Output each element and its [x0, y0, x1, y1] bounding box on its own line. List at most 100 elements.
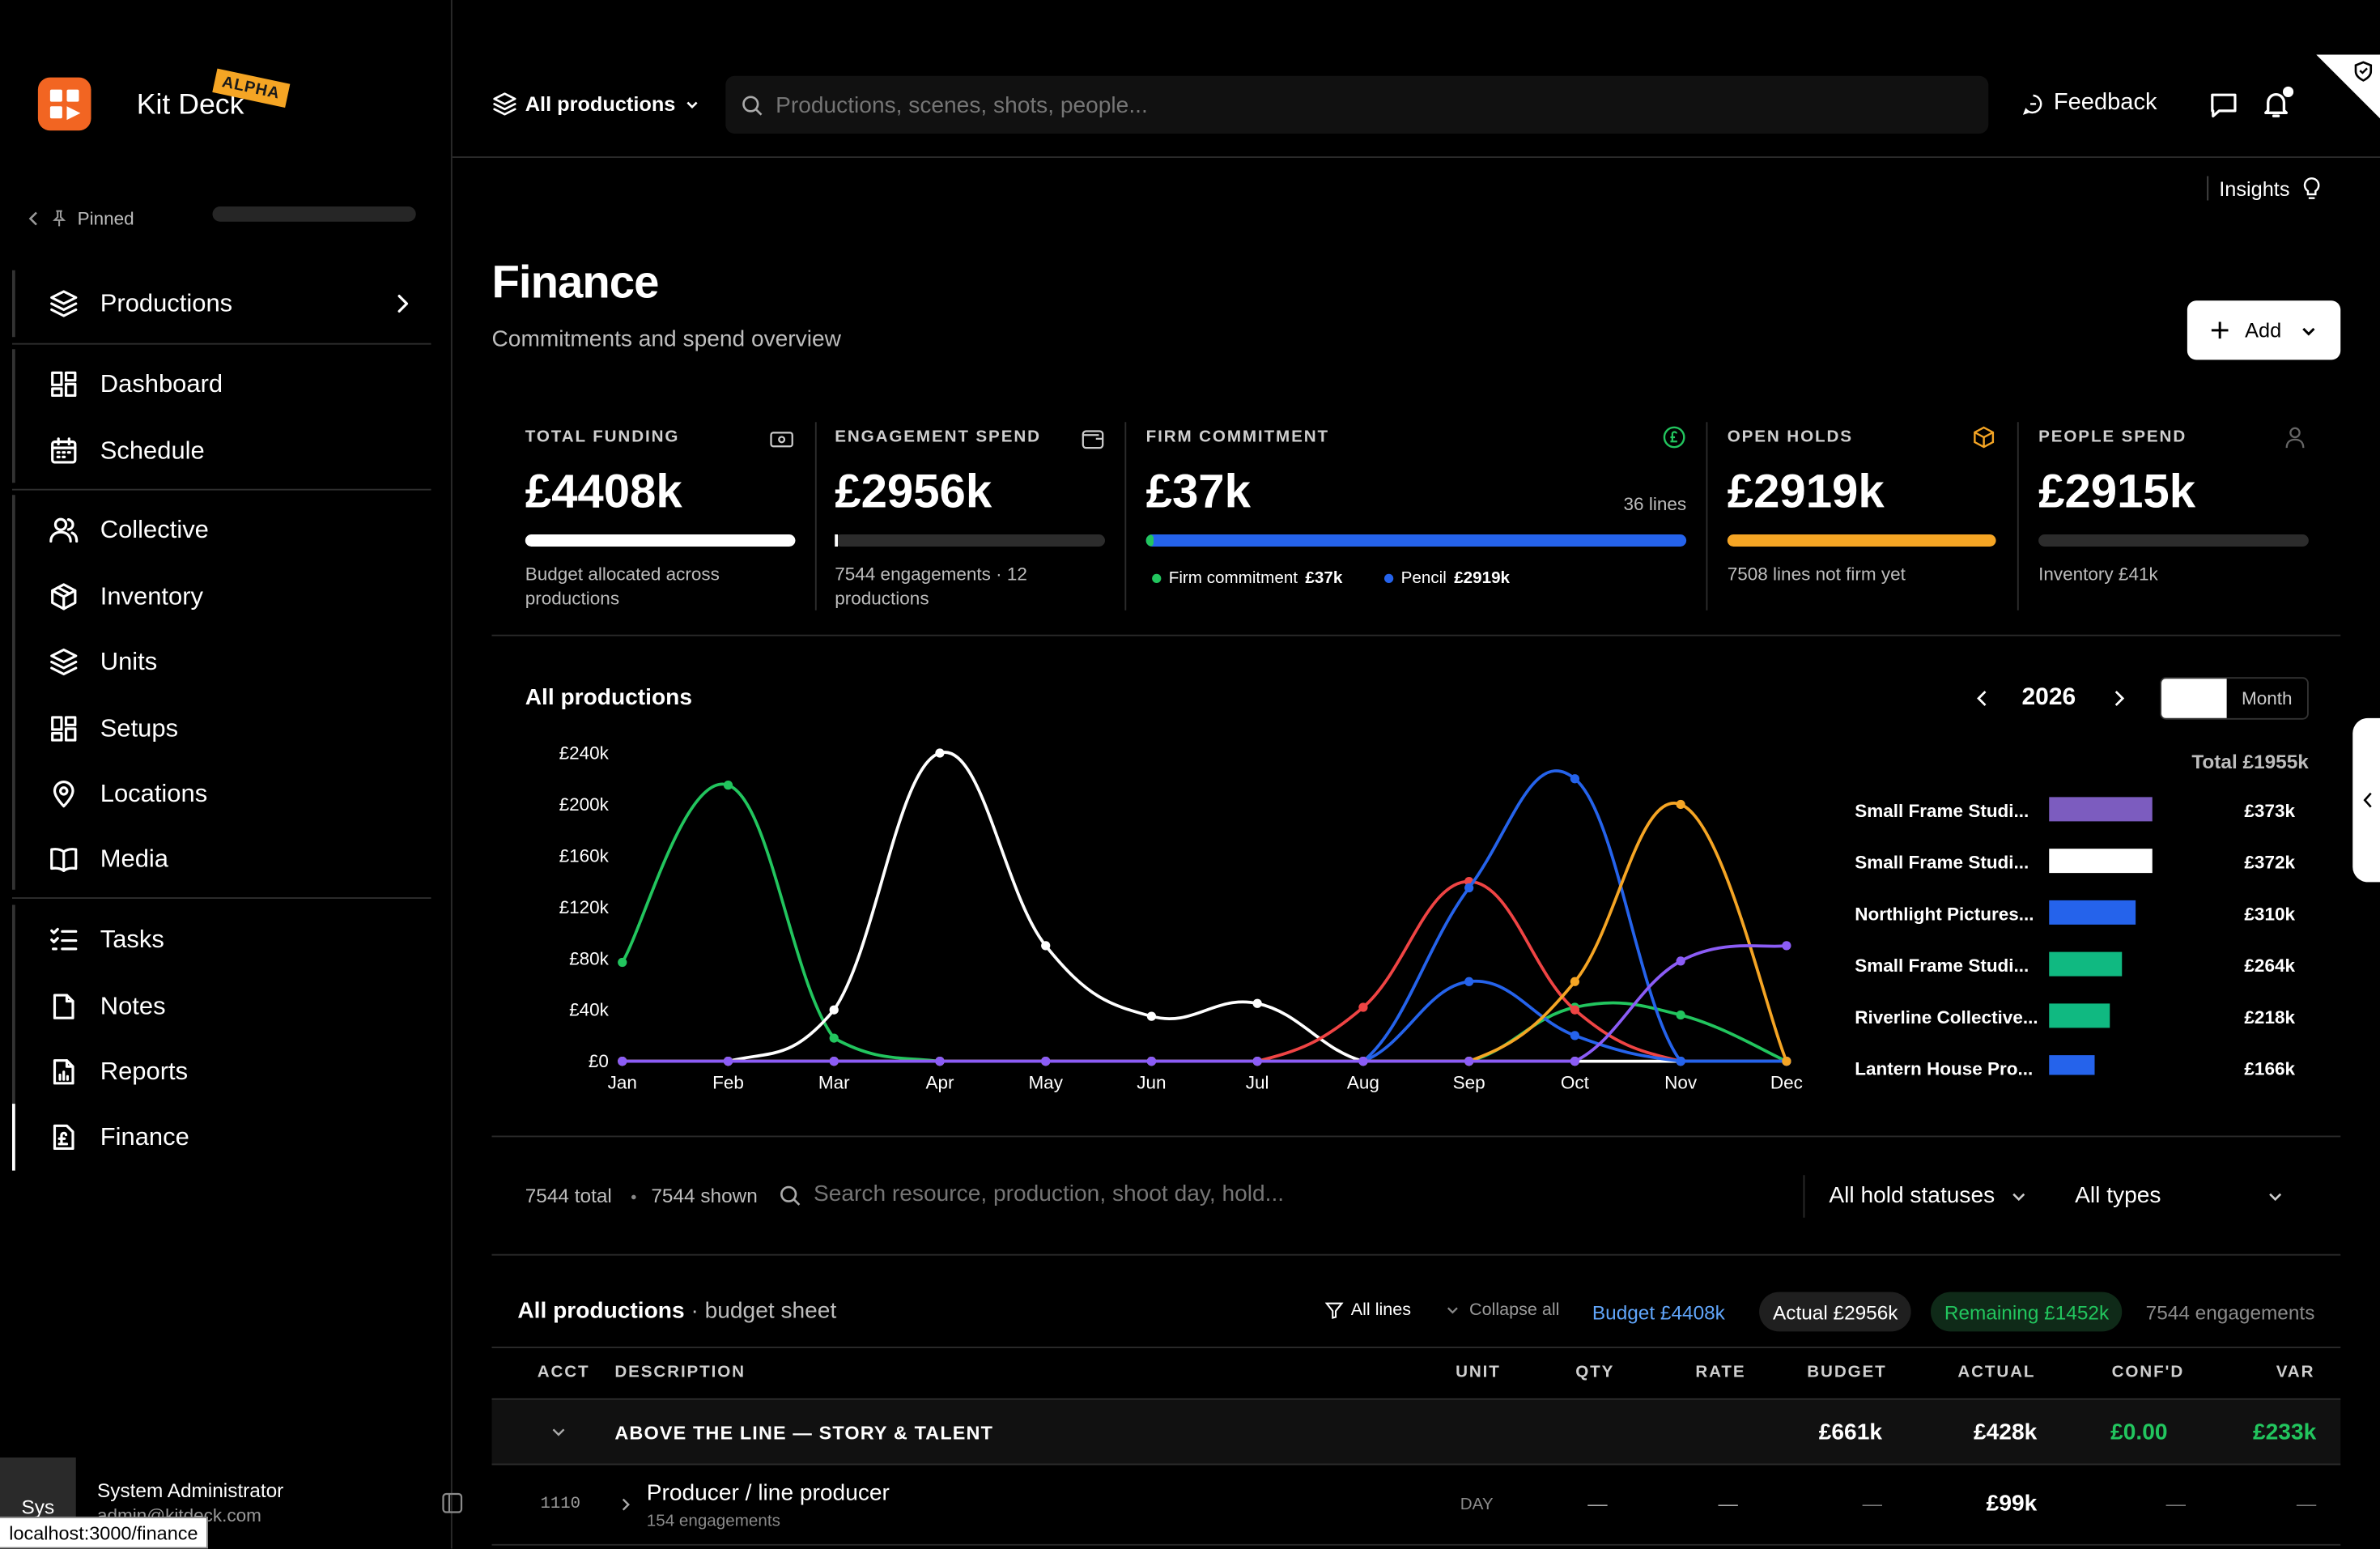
collapse-all-button[interactable]: Collapse all [1445, 1301, 1559, 1319]
next-year-icon[interactable] [2108, 687, 2129, 709]
series-point[interactable] [723, 1057, 733, 1066]
legend-row[interactable]: Riverline Collective... £218k [1855, 1002, 2295, 1033]
pinned-toggle[interactable]: Pinned [26, 208, 134, 229]
series-point[interactable] [1358, 1057, 1368, 1066]
sidebar-item-setups[interactable]: Setups [28, 701, 431, 756]
sidebar-item-label: Schedule [100, 436, 205, 464]
series-point[interactable] [1676, 1010, 1685, 1020]
col-actual[interactable]: ACTUAL [1957, 1363, 2036, 1382]
sidebar-item-media[interactable]: Media [28, 832, 431, 887]
x-tick-label: Mar [818, 1072, 850, 1092]
series-point[interactable] [935, 1057, 945, 1066]
series-point[interactable] [935, 748, 945, 758]
series-point[interactable] [1782, 1057, 1791, 1066]
table-search-input[interactable] [814, 1181, 1785, 1207]
sidebar-item-finance[interactable]: Finance [28, 1110, 431, 1165]
sidebar-item-schedule[interactable]: Schedule [28, 423, 431, 479]
series-point[interactable] [1464, 1057, 1474, 1066]
legend-row[interactable]: Small Frame Studi... £373k [1855, 796, 2295, 827]
series-point[interactable] [1041, 941, 1051, 951]
sidebar-item-dashboard[interactable]: Dashboard [28, 357, 431, 412]
table-group-row[interactable]: ABOVE THE LINE — STORY & TALENT £661k £4… [491, 1398, 2341, 1466]
legend-firm-label: Firm commitment [1168, 569, 1298, 588]
series-point[interactable] [829, 1005, 839, 1015]
series-point[interactable] [829, 1057, 839, 1066]
series-point[interactable] [1570, 977, 1580, 986]
col-var[interactable]: VAR [2276, 1363, 2315, 1382]
insights-button[interactable]: Insights [2219, 177, 2322, 201]
hold-status-select[interactable]: All hold statuses [1829, 1183, 2028, 1209]
series-point[interactable] [618, 957, 627, 968]
feedback-button[interactable]: Feedback [2022, 90, 2157, 117]
y-tick-label: £200k [559, 794, 610, 815]
chevron-right-icon[interactable] [616, 1496, 635, 1514]
col-rate[interactable]: RATE [1695, 1363, 1746, 1382]
security-corner-icon[interactable] [2316, 54, 2380, 119]
chevron-down-icon [2302, 326, 2315, 335]
sidebar-item-notes[interactable]: Notes [28, 979, 431, 1034]
sidebar-item-reports[interactable]: Reports [28, 1045, 431, 1100]
series-point[interactable] [1676, 1057, 1685, 1066]
sidebar-item-units[interactable]: Units [28, 635, 431, 690]
series-point[interactable] [1676, 799, 1685, 810]
table-row[interactable]: 1110 Producer / line producer 154 engage… [491, 1466, 2341, 1546]
map-pin-icon [53, 781, 74, 808]
search-input[interactable] [776, 91, 1930, 118]
prev-year-icon[interactable] [1972, 687, 1993, 709]
legend-row[interactable]: Northlight Pictures... £310k [1855, 899, 2295, 930]
col-unit[interactable]: UNIT [1456, 1363, 1501, 1382]
global-search[interactable] [725, 75, 1989, 134]
sidebar-item-productions[interactable]: Productions [28, 276, 431, 331]
series-point[interactable] [1464, 977, 1474, 986]
series-point[interactable] [829, 1033, 839, 1043]
series-point[interactable] [1252, 1057, 1262, 1066]
col-acct[interactable]: ACCT [537, 1363, 590, 1382]
production-scope-select[interactable]: All productions [492, 91, 702, 117]
series-point[interactable] [1146, 1057, 1157, 1066]
series-point[interactable] [1252, 998, 1262, 1008]
kpi-label: PEOPLE SPEND [2038, 428, 2187, 447]
period-month-option[interactable]: Month [2242, 687, 2293, 709]
series-point[interactable] [1676, 956, 1685, 966]
sidebar-item-locations[interactable]: Locations [28, 767, 431, 822]
panel-collapse-tab[interactable] [2352, 717, 2380, 883]
col-description[interactable]: DESCRIPTION [614, 1363, 746, 1382]
app-logo[interactable] [37, 77, 91, 131]
col-budget[interactable]: BUDGET [1807, 1363, 1887, 1382]
sidebar-item-collective[interactable]: Collective [28, 503, 431, 558]
series-point[interactable] [723, 781, 733, 790]
legend-row[interactable]: Small Frame Studi... £264k [1855, 951, 2295, 981]
series-point[interactable] [1782, 941, 1791, 951]
col-confd[interactable]: CONF'D [2111, 1363, 2185, 1382]
legend-row[interactable]: Small Frame Studi... £372k [1855, 847, 2295, 878]
all-lines-filter[interactable]: All lines [1324, 1301, 1411, 1319]
row-qty: — [1587, 1492, 1608, 1516]
types-select[interactable]: All types [2075, 1183, 2288, 1209]
add-button[interactable]: Add [2187, 300, 2341, 360]
chevron-down-icon[interactable] [550, 1423, 568, 1441]
series-point[interactable] [1464, 883, 1474, 893]
chat-icon[interactable] [2208, 90, 2239, 121]
series-point[interactable] [1570, 1005, 1580, 1015]
series-point[interactable] [1358, 1002, 1368, 1012]
chevron-left-icon [28, 211, 37, 226]
series-point[interactable] [1570, 774, 1580, 784]
bell-icon[interactable] [2260, 88, 2292, 120]
legend-bar [2049, 849, 2153, 874]
legend-bar [2049, 1055, 2095, 1075]
series-point[interactable] [1146, 1011, 1157, 1021]
package-icon [1974, 426, 1995, 449]
col-qty[interactable]: QTY [1575, 1363, 1615, 1382]
actual-pill: Actual £2956k [1759, 1292, 1912, 1332]
box-icon [51, 583, 77, 611]
sidebar-item-inventory[interactable]: Inventory [28, 569, 431, 624]
series-point[interactable] [618, 1057, 627, 1066]
period-year-option[interactable] [2161, 679, 2227, 718]
legend-row[interactable]: Lantern House Pro... £166k [1855, 1053, 2295, 1075]
series-point[interactable] [1570, 1057, 1580, 1066]
series-point[interactable] [1041, 1057, 1051, 1066]
collapse-sidebar-icon[interactable] [442, 1492, 463, 1513]
sidebar-item-tasks[interactable]: Tasks [28, 913, 431, 968]
insights-label: Insights [2219, 177, 2290, 200]
series-point[interactable] [1570, 1031, 1580, 1040]
